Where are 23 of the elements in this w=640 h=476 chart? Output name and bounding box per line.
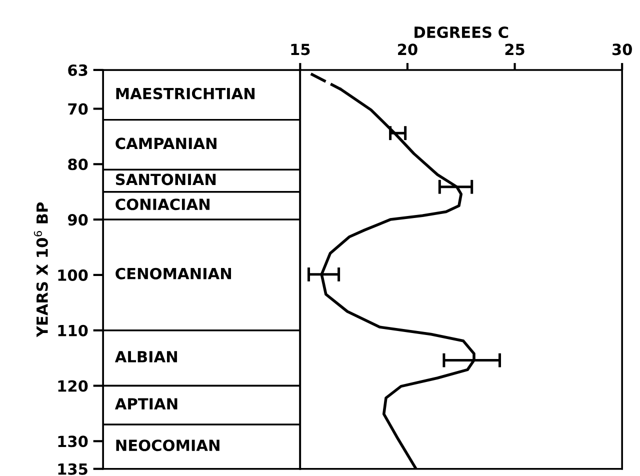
- y-tick-label: 100: [58, 269, 88, 281]
- x-tick-label: 25: [505, 44, 524, 56]
- y-tick-label: 120: [58, 380, 88, 392]
- y-tick-label: 130: [58, 436, 88, 448]
- y-axis-title: YEARS X 10$^{6}$ BP: [34, 202, 48, 338]
- x-tick-label: 30: [612, 44, 632, 56]
- y-tick-label: 90: [68, 214, 88, 226]
- y-tick-label: 63: [68, 64, 88, 76]
- series-label: NEOCOMIAN: [116, 440, 220, 452]
- x-tick-label: 15: [291, 44, 310, 56]
- y-tick-label: 70: [68, 103, 88, 115]
- series-label: CENOMANIAN: [116, 268, 231, 280]
- series-label: CONIACIAN: [116, 198, 210, 210]
- series-label: ALBIAN: [114, 351, 177, 362]
- x-tick-label: 20: [398, 44, 418, 56]
- x-axis-title: DEGREES C: [414, 26, 508, 38]
- series-label: APTIAN: [114, 398, 178, 410]
- y-tick-label: 135: [58, 463, 88, 475]
- series-label: MAESTRICHTIAN: [116, 88, 255, 100]
- y-tick-label: 80: [68, 158, 88, 170]
- series-label: SANTONIAN: [116, 174, 216, 186]
- y-tick-label: 110: [58, 324, 88, 336]
- series-label: CAMPANIAN: [116, 138, 216, 150]
